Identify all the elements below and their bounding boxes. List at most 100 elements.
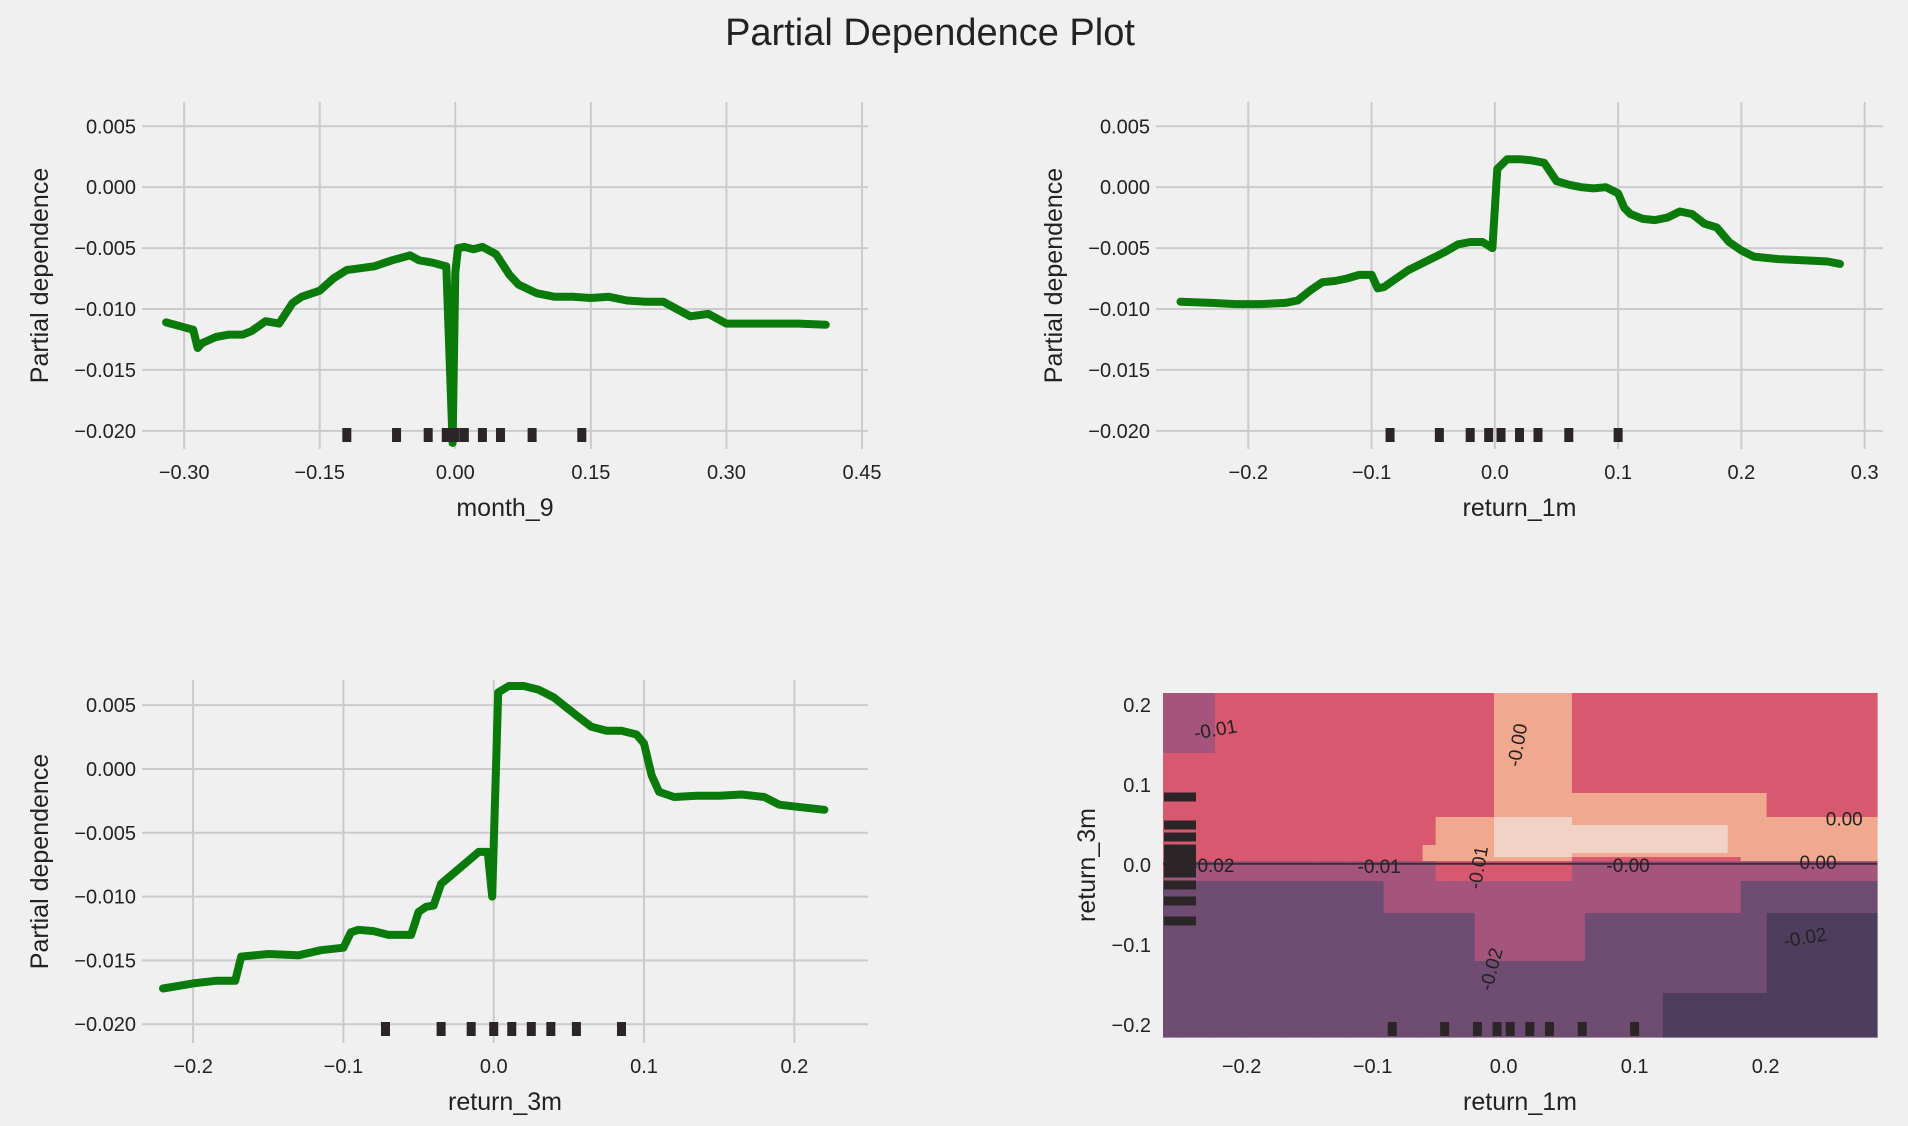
contour-cell bbox=[1422, 713, 1430, 718]
contour-cell bbox=[1409, 833, 1417, 838]
contour-cell bbox=[1383, 885, 1391, 890]
contour-cell bbox=[1338, 973, 1346, 978]
contour-cell bbox=[1247, 869, 1255, 874]
contour-cell bbox=[1474, 765, 1482, 770]
contour-cell bbox=[1513, 729, 1521, 734]
contour-cell bbox=[1253, 937, 1261, 942]
contour-cell bbox=[1292, 965, 1300, 970]
contour-cell bbox=[1383, 897, 1391, 902]
contour-cell bbox=[1188, 757, 1197, 762]
contour-cell bbox=[1351, 757, 1359, 762]
contour-cell bbox=[1487, 705, 1495, 710]
contour-cell bbox=[1507, 961, 1515, 966]
contour-cell bbox=[1494, 965, 1502, 970]
contour-cell bbox=[1253, 881, 1261, 886]
contour-cell bbox=[1416, 921, 1424, 926]
contour-cell bbox=[1260, 773, 1268, 778]
contour-cell bbox=[1240, 1025, 1248, 1030]
contour-cell bbox=[1390, 717, 1398, 722]
contour-cell bbox=[1195, 749, 1203, 754]
contour-cell bbox=[1299, 921, 1307, 926]
contour-cell bbox=[1435, 845, 1443, 850]
contour-cell bbox=[1357, 809, 1365, 814]
contour-cell bbox=[1481, 889, 1489, 894]
contour-cell bbox=[1390, 937, 1398, 942]
contour-cell bbox=[1240, 725, 1248, 730]
contour-cell bbox=[1500, 921, 1508, 926]
contour-cell bbox=[1409, 761, 1417, 766]
contour-cell bbox=[1188, 981, 1197, 986]
contour-cell bbox=[1175, 721, 1184, 726]
contour-cell bbox=[1305, 841, 1313, 846]
contour-cell bbox=[1325, 797, 1333, 802]
contour-cell bbox=[1455, 841, 1463, 846]
contour-cell bbox=[1396, 789, 1404, 794]
contour-cell bbox=[1344, 805, 1352, 810]
contour-cell bbox=[1403, 765, 1411, 770]
contour-cell bbox=[1468, 1033, 1476, 1038]
contour-cell bbox=[1468, 797, 1476, 802]
contour-cell bbox=[1195, 773, 1203, 778]
contour-cell bbox=[1175, 709, 1184, 714]
contour-cell bbox=[1409, 789, 1417, 794]
contour-cell bbox=[1422, 953, 1430, 958]
contour-cell bbox=[1227, 1009, 1235, 1014]
contour-cell bbox=[1273, 841, 1281, 846]
contour-cell bbox=[1299, 749, 1307, 754]
contour-cell bbox=[1390, 809, 1398, 814]
contour-cell bbox=[1325, 781, 1333, 786]
contour-cell bbox=[1247, 949, 1255, 954]
contour-cell bbox=[1435, 821, 1443, 826]
contour-cell bbox=[1435, 733, 1443, 738]
contour-cell bbox=[1195, 837, 1203, 842]
contour-cell bbox=[1403, 1013, 1411, 1018]
contour-cell bbox=[1240, 957, 1248, 962]
contour-cell bbox=[1221, 857, 1229, 862]
contour-cell bbox=[1286, 829, 1294, 834]
contour-cell bbox=[1448, 857, 1456, 862]
contour-cell bbox=[1422, 877, 1430, 882]
contour-cell bbox=[1253, 917, 1261, 922]
contour-cell bbox=[1292, 1017, 1300, 1022]
contour-cell bbox=[1266, 1001, 1274, 1006]
contour-cell bbox=[1182, 745, 1190, 750]
contour-cell bbox=[1331, 701, 1339, 706]
contour-cell bbox=[1468, 837, 1476, 842]
contour-cell bbox=[1468, 973, 1476, 978]
contour-cell bbox=[1240, 853, 1248, 858]
contour-cell bbox=[1461, 1001, 1469, 1006]
contour-cell bbox=[1247, 845, 1255, 850]
contour-cell bbox=[1429, 697, 1437, 702]
contour-cell bbox=[1305, 781, 1313, 786]
contour-cell bbox=[1520, 865, 1528, 870]
contour-cell bbox=[1364, 785, 1372, 790]
y-tick-label: −0.020 bbox=[1088, 421, 1150, 443]
contour-cell bbox=[1279, 697, 1287, 702]
contour-cell bbox=[1461, 701, 1469, 706]
contour-cell bbox=[1390, 993, 1398, 998]
contour-cell bbox=[1513, 977, 1521, 982]
contour-cell bbox=[1286, 949, 1294, 954]
contour-cell bbox=[1468, 905, 1476, 910]
contour-cell bbox=[1201, 821, 1210, 826]
contour-cell bbox=[1468, 993, 1476, 998]
contour-cell bbox=[1409, 853, 1417, 858]
contour-cell bbox=[1474, 877, 1482, 882]
contour-cell bbox=[1175, 805, 1184, 810]
contour-cell bbox=[1279, 929, 1287, 934]
contour-cell bbox=[1182, 701, 1190, 706]
contour-cell bbox=[1455, 901, 1463, 906]
contour-cell bbox=[1370, 701, 1378, 706]
contour-cell bbox=[1286, 733, 1294, 738]
contour-cell bbox=[1201, 945, 1210, 950]
contour-cell bbox=[1500, 765, 1508, 770]
contour-cell bbox=[1338, 845, 1346, 850]
contour-cell bbox=[1253, 797, 1261, 802]
contour-cell bbox=[1500, 869, 1508, 874]
contour-cell bbox=[1279, 1005, 1287, 1010]
contour-cell bbox=[1221, 913, 1229, 918]
contour-cell bbox=[1195, 817, 1203, 822]
contour-cell bbox=[1422, 793, 1430, 798]
contour-cell bbox=[1338, 881, 1346, 886]
contour-cell bbox=[1403, 909, 1411, 914]
